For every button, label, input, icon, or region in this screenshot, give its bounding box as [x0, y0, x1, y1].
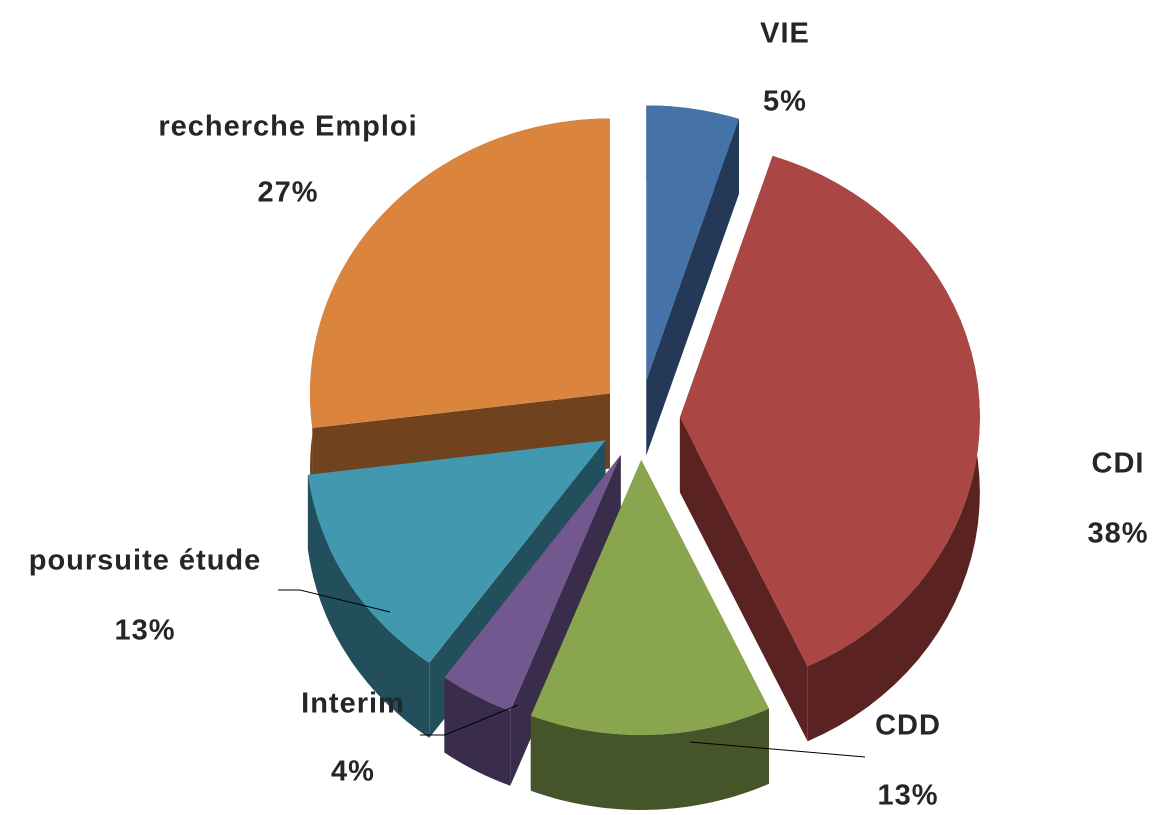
value-label: 13%: [877, 780, 938, 812]
slice: [679, 155, 980, 667]
leader-line: [689, 741, 866, 758]
slice-wall: [307, 474, 430, 738]
leader-line: [420, 704, 519, 736]
slice: [530, 459, 769, 735]
value-label: 4%: [331, 756, 375, 788]
slice: [310, 118, 610, 428]
slice: [646, 105, 739, 381]
leader-line: [278, 589, 391, 613]
slice-label: CDI: [1092, 448, 1145, 480]
slice-label: recherche Emploi: [158, 111, 417, 143]
slice-side: [679, 417, 808, 742]
slice-label: CDD: [875, 710, 941, 742]
slice: [307, 440, 606, 663]
value-label: 5%: [763, 86, 807, 118]
slice-side: [646, 118, 739, 456]
value-label: 13%: [114, 615, 175, 647]
slice-label: VIE: [760, 18, 810, 50]
slice-wall: [444, 677, 511, 786]
slice: [444, 455, 621, 711]
slice-label: poursuite étude: [29, 545, 262, 577]
value-label: 38%: [1087, 518, 1148, 550]
pie: [307, 105, 980, 810]
value-label: 27%: [257, 177, 318, 209]
slice-label: Interim: [301, 688, 405, 720]
slice-wall: [530, 708, 769, 810]
labels: VIE 5% CDI 38% CDD 13% Interim 4% poursuite étud…: [29, 18, 1148, 812]
